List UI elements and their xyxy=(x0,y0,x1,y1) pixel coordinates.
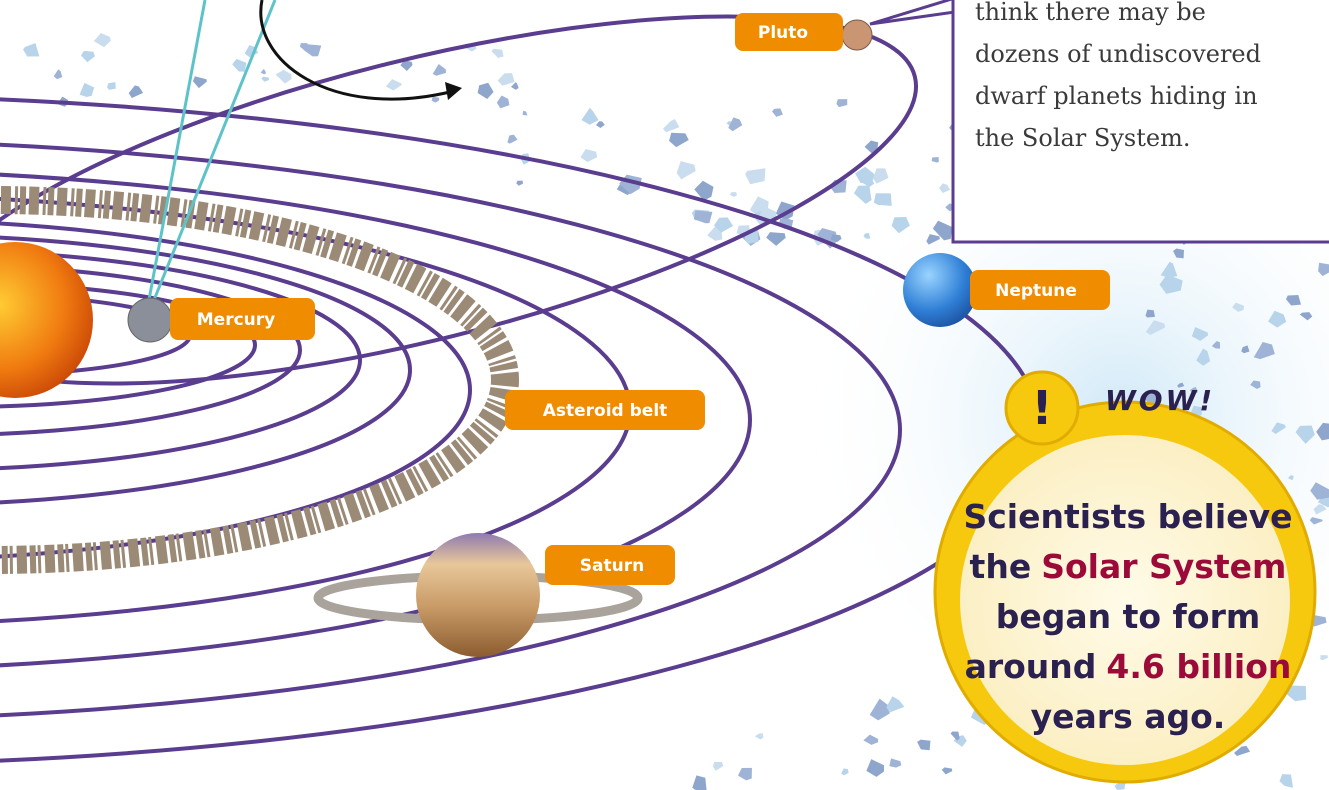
debris-piece xyxy=(80,83,95,97)
debris-piece xyxy=(730,192,737,197)
wow-segment: the xyxy=(970,547,1032,586)
asteroid-belt xyxy=(0,200,505,560)
debris-piece xyxy=(942,767,952,774)
label: Saturn xyxy=(580,556,644,576)
debris-piece xyxy=(523,111,528,116)
label: Neptune xyxy=(995,281,1077,301)
debris-piece xyxy=(886,696,904,712)
wow-segment: years ago. xyxy=(1031,697,1226,736)
wow-segment: began to form xyxy=(996,597,1261,636)
orbits xyxy=(0,0,1040,765)
debris-piece xyxy=(745,168,765,184)
debris-piece xyxy=(669,133,689,147)
debris-piece xyxy=(772,108,783,116)
debris-piece xyxy=(596,121,605,128)
debris-piece xyxy=(81,51,95,62)
mercury xyxy=(128,298,172,342)
debris-piece xyxy=(261,77,269,82)
label: Mercury xyxy=(197,310,275,330)
debris-piece xyxy=(498,73,515,85)
wow-line: theSolar System xyxy=(970,547,1287,586)
pluto xyxy=(842,20,872,50)
debris-piece xyxy=(738,768,752,781)
debris-piece xyxy=(276,70,292,84)
debris-piece xyxy=(303,44,321,56)
debris-piece xyxy=(1280,774,1293,788)
callout-line: dwarf planets hiding in xyxy=(975,82,1258,110)
debris-piece xyxy=(107,82,116,90)
callout-line: the Solar System. xyxy=(975,124,1190,152)
saturn xyxy=(416,533,540,657)
debris-piece xyxy=(261,69,266,74)
debris-piece xyxy=(94,33,111,47)
debris-piece xyxy=(511,82,519,90)
callout-line: dozens of undiscovered xyxy=(975,40,1261,68)
debris-piece xyxy=(516,181,523,186)
wow-badge: WOW! xyxy=(1105,384,1215,417)
debris-piece xyxy=(129,85,143,98)
debris-piece xyxy=(755,733,764,739)
debris-piece xyxy=(841,768,848,775)
wow-highlight: Solar System xyxy=(1041,547,1286,586)
debris-piece xyxy=(507,135,517,144)
debris-piece xyxy=(713,762,723,771)
label: Pluto xyxy=(758,23,808,43)
debris-piece xyxy=(694,211,713,224)
debris-piece xyxy=(497,95,510,108)
debris-piece xyxy=(692,775,706,790)
debris-piece xyxy=(663,119,679,132)
debris-piece xyxy=(492,49,504,58)
debris-piece xyxy=(386,79,402,90)
debris-piece xyxy=(766,232,786,246)
wow-line: Scientists believe xyxy=(963,497,1292,536)
debris-piece xyxy=(478,83,494,99)
debris-piece xyxy=(873,168,889,183)
debris-piece xyxy=(677,161,696,179)
wow-segment: around xyxy=(965,647,1097,686)
wow-line: began to form xyxy=(996,597,1261,636)
debris-piece xyxy=(836,99,847,107)
debris-piece xyxy=(232,59,246,72)
debris-piece xyxy=(870,699,890,721)
debris-piece xyxy=(432,97,440,103)
debris-piece xyxy=(728,117,742,131)
label: Asteroid belt xyxy=(543,401,668,421)
solar-system-illustration: Pluto Mercury Neptune Asteroid belt Satu… xyxy=(0,0,1329,790)
sun xyxy=(0,242,93,398)
debris-piece xyxy=(863,735,878,745)
debris-piece xyxy=(193,76,207,88)
debris-piece xyxy=(854,186,872,204)
wow-icon: ! xyxy=(1032,381,1053,435)
arrow xyxy=(261,0,450,99)
debris-piece xyxy=(580,149,597,162)
debris-piece xyxy=(917,740,930,751)
wow-line: years ago. xyxy=(1031,697,1226,736)
debris-piece xyxy=(874,193,892,206)
debris-piece xyxy=(866,759,884,777)
debris-piece xyxy=(889,758,901,767)
debris-piece xyxy=(54,69,63,79)
debris-piece xyxy=(23,43,39,56)
neptune xyxy=(903,253,977,327)
arrow-head xyxy=(445,82,462,100)
callout-box xyxy=(953,0,1329,242)
debris-piece xyxy=(433,64,446,76)
callout-pointer xyxy=(870,0,955,24)
wow-segment: Scientists believe xyxy=(963,497,1292,536)
callout-line: think there may be xyxy=(975,0,1206,26)
wow-highlight: 4.6 billion xyxy=(1106,647,1291,686)
debris-piece xyxy=(581,108,598,125)
